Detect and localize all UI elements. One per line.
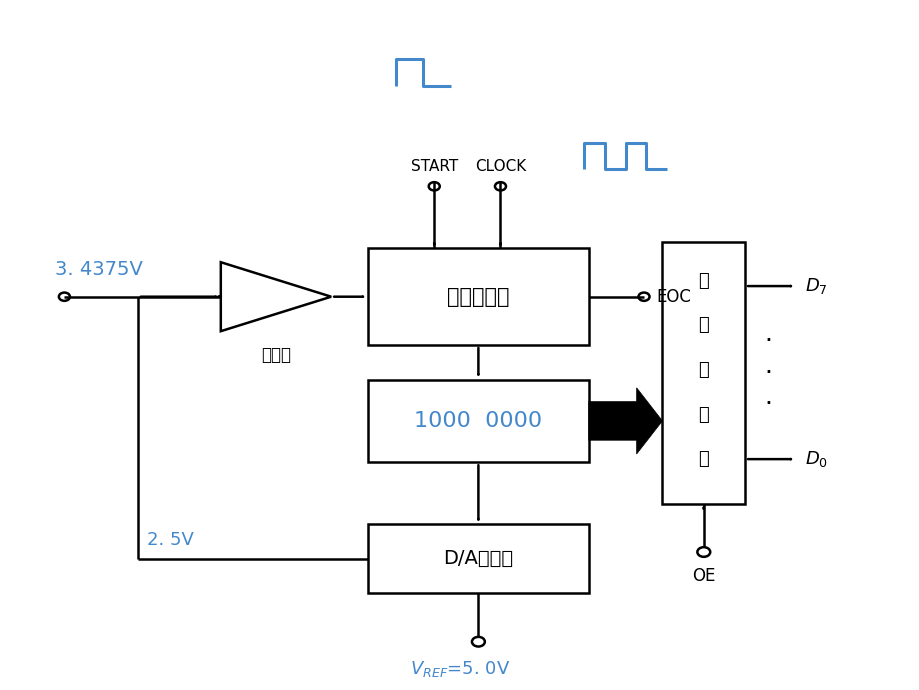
Text: 2. 5V: 2. 5V bbox=[147, 531, 194, 549]
Text: EOC: EOC bbox=[655, 288, 690, 306]
Text: 控制与定时: 控制与定时 bbox=[447, 287, 509, 306]
Text: CLOCK: CLOCK bbox=[474, 159, 526, 174]
Text: 器: 器 bbox=[698, 450, 709, 468]
Text: 冲: 冲 bbox=[698, 406, 709, 424]
Text: D/A转换器: D/A转换器 bbox=[443, 549, 513, 569]
Text: OE: OE bbox=[691, 567, 715, 585]
Text: START: START bbox=[410, 159, 458, 174]
Text: 1000  0000: 1000 0000 bbox=[414, 411, 542, 431]
Bar bbox=[368, 524, 588, 593]
Text: 出: 出 bbox=[698, 317, 709, 335]
Text: ·: · bbox=[764, 361, 771, 384]
Bar bbox=[368, 380, 588, 462]
Text: 输: 输 bbox=[698, 272, 709, 290]
Text: 比较器: 比较器 bbox=[261, 346, 290, 364]
Text: 缓: 缓 bbox=[698, 361, 709, 379]
Text: ·: · bbox=[764, 329, 771, 353]
Polygon shape bbox=[588, 388, 662, 454]
Text: $D_0$: $D_0$ bbox=[804, 449, 827, 469]
Text: $V_{REF}$=5. 0V: $V_{REF}$=5. 0V bbox=[409, 659, 510, 679]
Text: $D_7$: $D_7$ bbox=[804, 276, 827, 296]
Text: 3. 4375V: 3. 4375V bbox=[55, 260, 143, 279]
Text: ·: · bbox=[764, 392, 771, 416]
Bar bbox=[662, 241, 744, 504]
Bar bbox=[368, 248, 588, 345]
